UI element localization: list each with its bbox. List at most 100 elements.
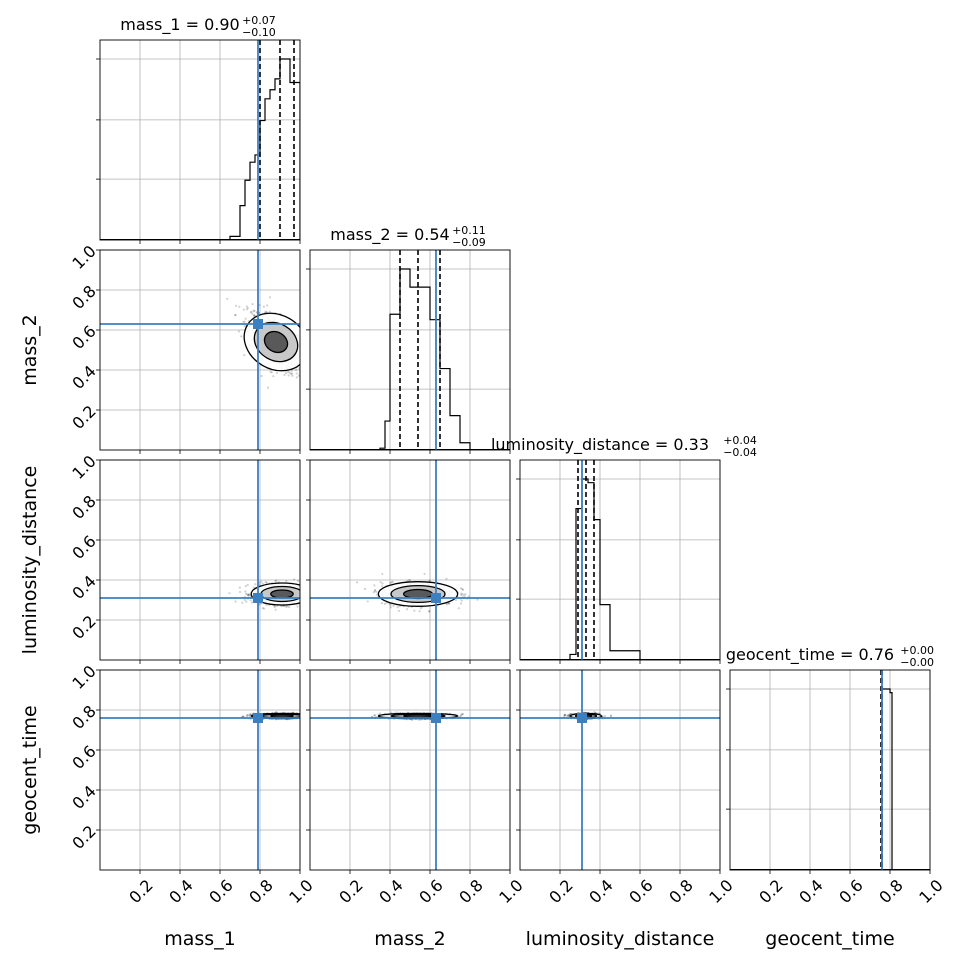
- sample-point: [301, 586, 303, 588]
- sample-point: [311, 594, 313, 596]
- sample-point: [302, 594, 304, 596]
- sample-point: [303, 332, 305, 334]
- sample-point: [318, 595, 320, 597]
- sample-point: [275, 371, 279, 374]
- sample-point: [301, 590, 303, 592]
- sample-point: [295, 376, 298, 379]
- sample-point: [247, 594, 250, 597]
- x-tick-label: 1.0: [285, 876, 316, 907]
- sample-point: [322, 595, 324, 597]
- sample-point: [397, 609, 401, 612]
- sample-point: [380, 602, 383, 605]
- sample-point: [300, 602, 302, 604]
- sample-point: [305, 714, 307, 716]
- sample-point: [300, 595, 302, 597]
- sample-point: [244, 317, 247, 320]
- histogram-luminosity_distance: [540, 478, 641, 660]
- truth-marker: [431, 593, 441, 603]
- truth-marker: [253, 319, 263, 329]
- sample-point: [407, 579, 411, 582]
- sample-point: [249, 712, 252, 716]
- sample-point: [301, 359, 303, 361]
- sample-point: [413, 609, 416, 612]
- sample-point: [295, 372, 298, 375]
- sample-point: [275, 579, 278, 582]
- x-tick-label: 0.2: [335, 876, 366, 907]
- sample-point: [314, 367, 316, 369]
- y-tick-label: 0.6: [68, 322, 99, 353]
- sample-point: [374, 588, 377, 592]
- sample-point: [265, 603, 268, 606]
- sample-point: [390, 581, 393, 584]
- sample-point: [459, 587, 463, 590]
- sample-point: [396, 606, 399, 609]
- sample-point: [301, 368, 303, 370]
- sample-point: [300, 593, 302, 595]
- x-tick-label: 0.4: [375, 876, 406, 907]
- sample-point: [301, 593, 303, 595]
- panel-border: [99, 459, 301, 661]
- sample-point: [373, 589, 376, 592]
- sample-point: [454, 598, 458, 602]
- sample-point: [249, 599, 252, 602]
- joint-panel-luminosity_distance-geocent_time: 0.2 0.4 0.6 0.8 1.0: [516, 669, 737, 907]
- sample-point: [305, 714, 307, 716]
- sample-point: [314, 715, 316, 717]
- sample-point: [467, 595, 470, 598]
- contour-level: [263, 330, 289, 354]
- sample-point: [246, 593, 249, 596]
- y-tick-label: 0.4: [68, 572, 99, 603]
- sample-point: [306, 392, 308, 394]
- sample-point: [249, 713, 252, 716]
- sample-point: [272, 375, 275, 378]
- sample-point: [307, 590, 309, 592]
- sample-point: [305, 349, 307, 351]
- joint-panel-mass_1-luminosity_distance: 0.20.40.60.81.0: [68, 452, 324, 664]
- sample-point: [375, 590, 378, 593]
- sample-point: [310, 587, 312, 589]
- sample-point: [247, 593, 250, 596]
- sample-point: [304, 348, 306, 350]
- sample-point: [445, 577, 448, 580]
- y-tick-label: 0.4: [68, 362, 99, 393]
- sample-point: [312, 589, 314, 591]
- sample-point: [302, 600, 304, 602]
- sample-point: [373, 584, 376, 587]
- sample-point: [303, 591, 305, 593]
- sample-point: [301, 715, 303, 717]
- sample-point: [268, 310, 271, 313]
- sample-point: [246, 714, 249, 717]
- sample-point: [305, 597, 307, 599]
- x-tick-label: 1.0: [495, 876, 526, 907]
- sample-point: [273, 605, 276, 609]
- sample-point: [302, 365, 304, 367]
- sample-point: [301, 342, 303, 344]
- sample-point: [460, 593, 463, 597]
- sample-point: [252, 314, 255, 317]
- sample-point: [294, 368, 298, 372]
- sample-point: [317, 714, 319, 716]
- sample-point: [302, 717, 304, 719]
- sample-point: [313, 594, 315, 596]
- y-tick-label: 0.8: [68, 492, 99, 523]
- sample-point: [258, 303, 261, 307]
- sample-point: [249, 311, 252, 314]
- sample-point: [427, 610, 431, 613]
- sample-point: [226, 297, 229, 300]
- sample-point: [305, 594, 307, 596]
- sample-point: [563, 713, 567, 717]
- sample-point: [304, 593, 306, 595]
- sample-point: [445, 603, 448, 606]
- sample-point: [301, 590, 303, 592]
- sample-point: [244, 590, 247, 593]
- joint-clip-group: [563, 710, 613, 721]
- truth-marker: [253, 713, 263, 723]
- sample-point: [243, 325, 246, 328]
- x-tick-label: 0.4: [795, 876, 826, 907]
- sample-point: [314, 712, 316, 714]
- sample-point: [303, 715, 305, 717]
- sample-point: [457, 607, 460, 610]
- sample-point: [314, 595, 316, 597]
- sample-point: [391, 580, 394, 583]
- panel-border: [99, 39, 301, 241]
